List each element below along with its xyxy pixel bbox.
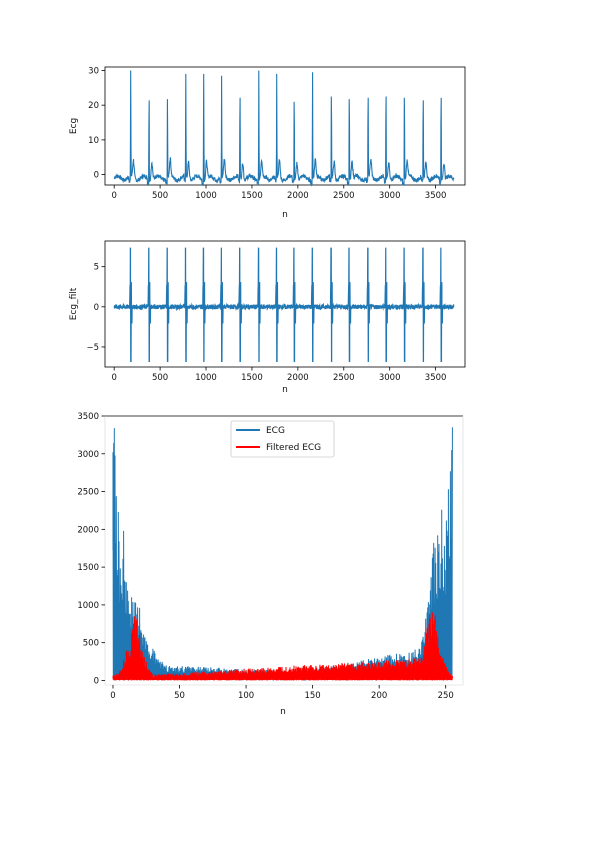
spectrum-plot: 0 50 100 150 200 250 0 500 1000 1500 2000 2500 3000…	[77, 412, 464, 717]
ecg-filtered-x-tick-label: 500	[152, 373, 168, 383]
spectrum-y-tick-label: 3000	[77, 450, 99, 460]
ecg-raw-y-tick-label: 20	[88, 101, 99, 111]
ecg-raw-line	[113, 70, 455, 187]
ecg-filtered-y-label: Ecg_filt	[69, 287, 79, 320]
ecg-filtered-x-tick-label: 3000	[379, 373, 401, 383]
ecg-filtered-x-tick-label: 3500	[425, 373, 447, 383]
ecg-filtered-x-tick-label: 0	[111, 373, 116, 383]
spectrum-y-tick-label: 500	[83, 639, 99, 649]
ecg-filtered-x-ticks: 0 500 1000 1500 2000 2500 3000 3500	[111, 367, 446, 383]
ecg-raw-x-tick-label: 3000	[379, 191, 401, 201]
ecg-raw-x-tick-label: 500	[152, 191, 168, 201]
spectrum-x-ticks: 0 50 100 150 200 250	[110, 685, 454, 701]
ecg-filtered-x-tick-label: 2000	[287, 373, 309, 383]
ecg-filtered-x-label: n	[282, 385, 288, 395]
ecg-raw-x-tick-label: 2000	[287, 191, 309, 201]
spectrum-x-label: n	[280, 707, 286, 717]
spectrum-legend: ECG Filtered ECG	[230, 420, 335, 458]
ecg-raw-axes-frame	[104, 66, 466, 186]
ecg-filtered-y-tick-label: 0	[94, 303, 99, 313]
spectrum-x-tick-label: 150	[304, 691, 320, 701]
ecg-filtered-x-tick-label: 2500	[333, 373, 355, 383]
ecg-raw-y-tick-label: 0	[94, 171, 99, 181]
ecg-filtered-x-tick-label: 1500	[241, 373, 263, 383]
ecg-raw-x-tick-label: 0	[111, 191, 116, 201]
ecg-filtered-plot: 0 500 1000 1500 2000 2500 3000 3500 −5 0 5 n Ecg_…	[69, 240, 466, 395]
ecg-raw-y-tick-label: 10	[88, 136, 99, 146]
ecg-filtered-y-tick-label: 5	[94, 263, 99, 273]
spectrum-x-tick-label: 200	[371, 691, 387, 701]
ecg-raw-x-tick-label: 1500	[241, 191, 263, 201]
ecg-filtered-line	[113, 247, 455, 362]
legend-ecg-label: ECG	[266, 426, 285, 436]
ecg-filtered-y-tick-label: −5	[86, 343, 99, 353]
ecg-filtered-y-ticks: −5 0 5	[86, 263, 105, 353]
spectrum-filtered-line	[112, 612, 453, 681]
spectrum-y-tick-label: 2500	[77, 488, 99, 498]
spectrum-y-tick-label: 1500	[77, 563, 99, 573]
ecg-raw-x-tick-label: 2500	[333, 191, 355, 201]
spectrum-x-tick-label: 50	[174, 691, 185, 701]
ecg-filtered-axes-frame	[104, 240, 466, 368]
spectrum-y-tick-label: 2000	[77, 525, 99, 535]
spectrum-x-tick-label: 250	[438, 691, 454, 701]
ecg-raw-plot: 0 500 1000 1500 2000 2500 3000 3500 0 10 20 30 n E…	[69, 66, 466, 220]
spectrum-y-tick-label: 1000	[77, 601, 99, 611]
ecg-raw-y-tick-label: 30	[88, 66, 99, 76]
spectrum-y-tick-label: 3500	[77, 412, 99, 422]
spectrum-x-tick-label: 0	[110, 691, 115, 701]
ecg-raw-y-ticks: 0 10 20 30	[88, 66, 105, 181]
ecg-raw-x-tick-label: 3500	[425, 191, 447, 201]
spectrum-y-ticks: 0 500 1000 1500 2000 2500 3000 3500	[77, 412, 105, 686]
ecg-raw-x-tick-label: 1000	[195, 191, 217, 201]
ecg-raw-x-ticks: 0 500 1000 1500 2000 2500 3000 3500	[111, 185, 446, 201]
legend-filtered-label: Filtered ECG	[266, 443, 321, 453]
spectrum-y-tick-label: 0	[94, 676, 99, 686]
spectrum-x-tick-label: 100	[238, 691, 254, 701]
ecg-raw-y-label: Ecg	[69, 118, 79, 134]
ecg-filtered-x-tick-label: 1000	[195, 373, 217, 383]
ecg-raw-x-label: n	[282, 210, 288, 220]
